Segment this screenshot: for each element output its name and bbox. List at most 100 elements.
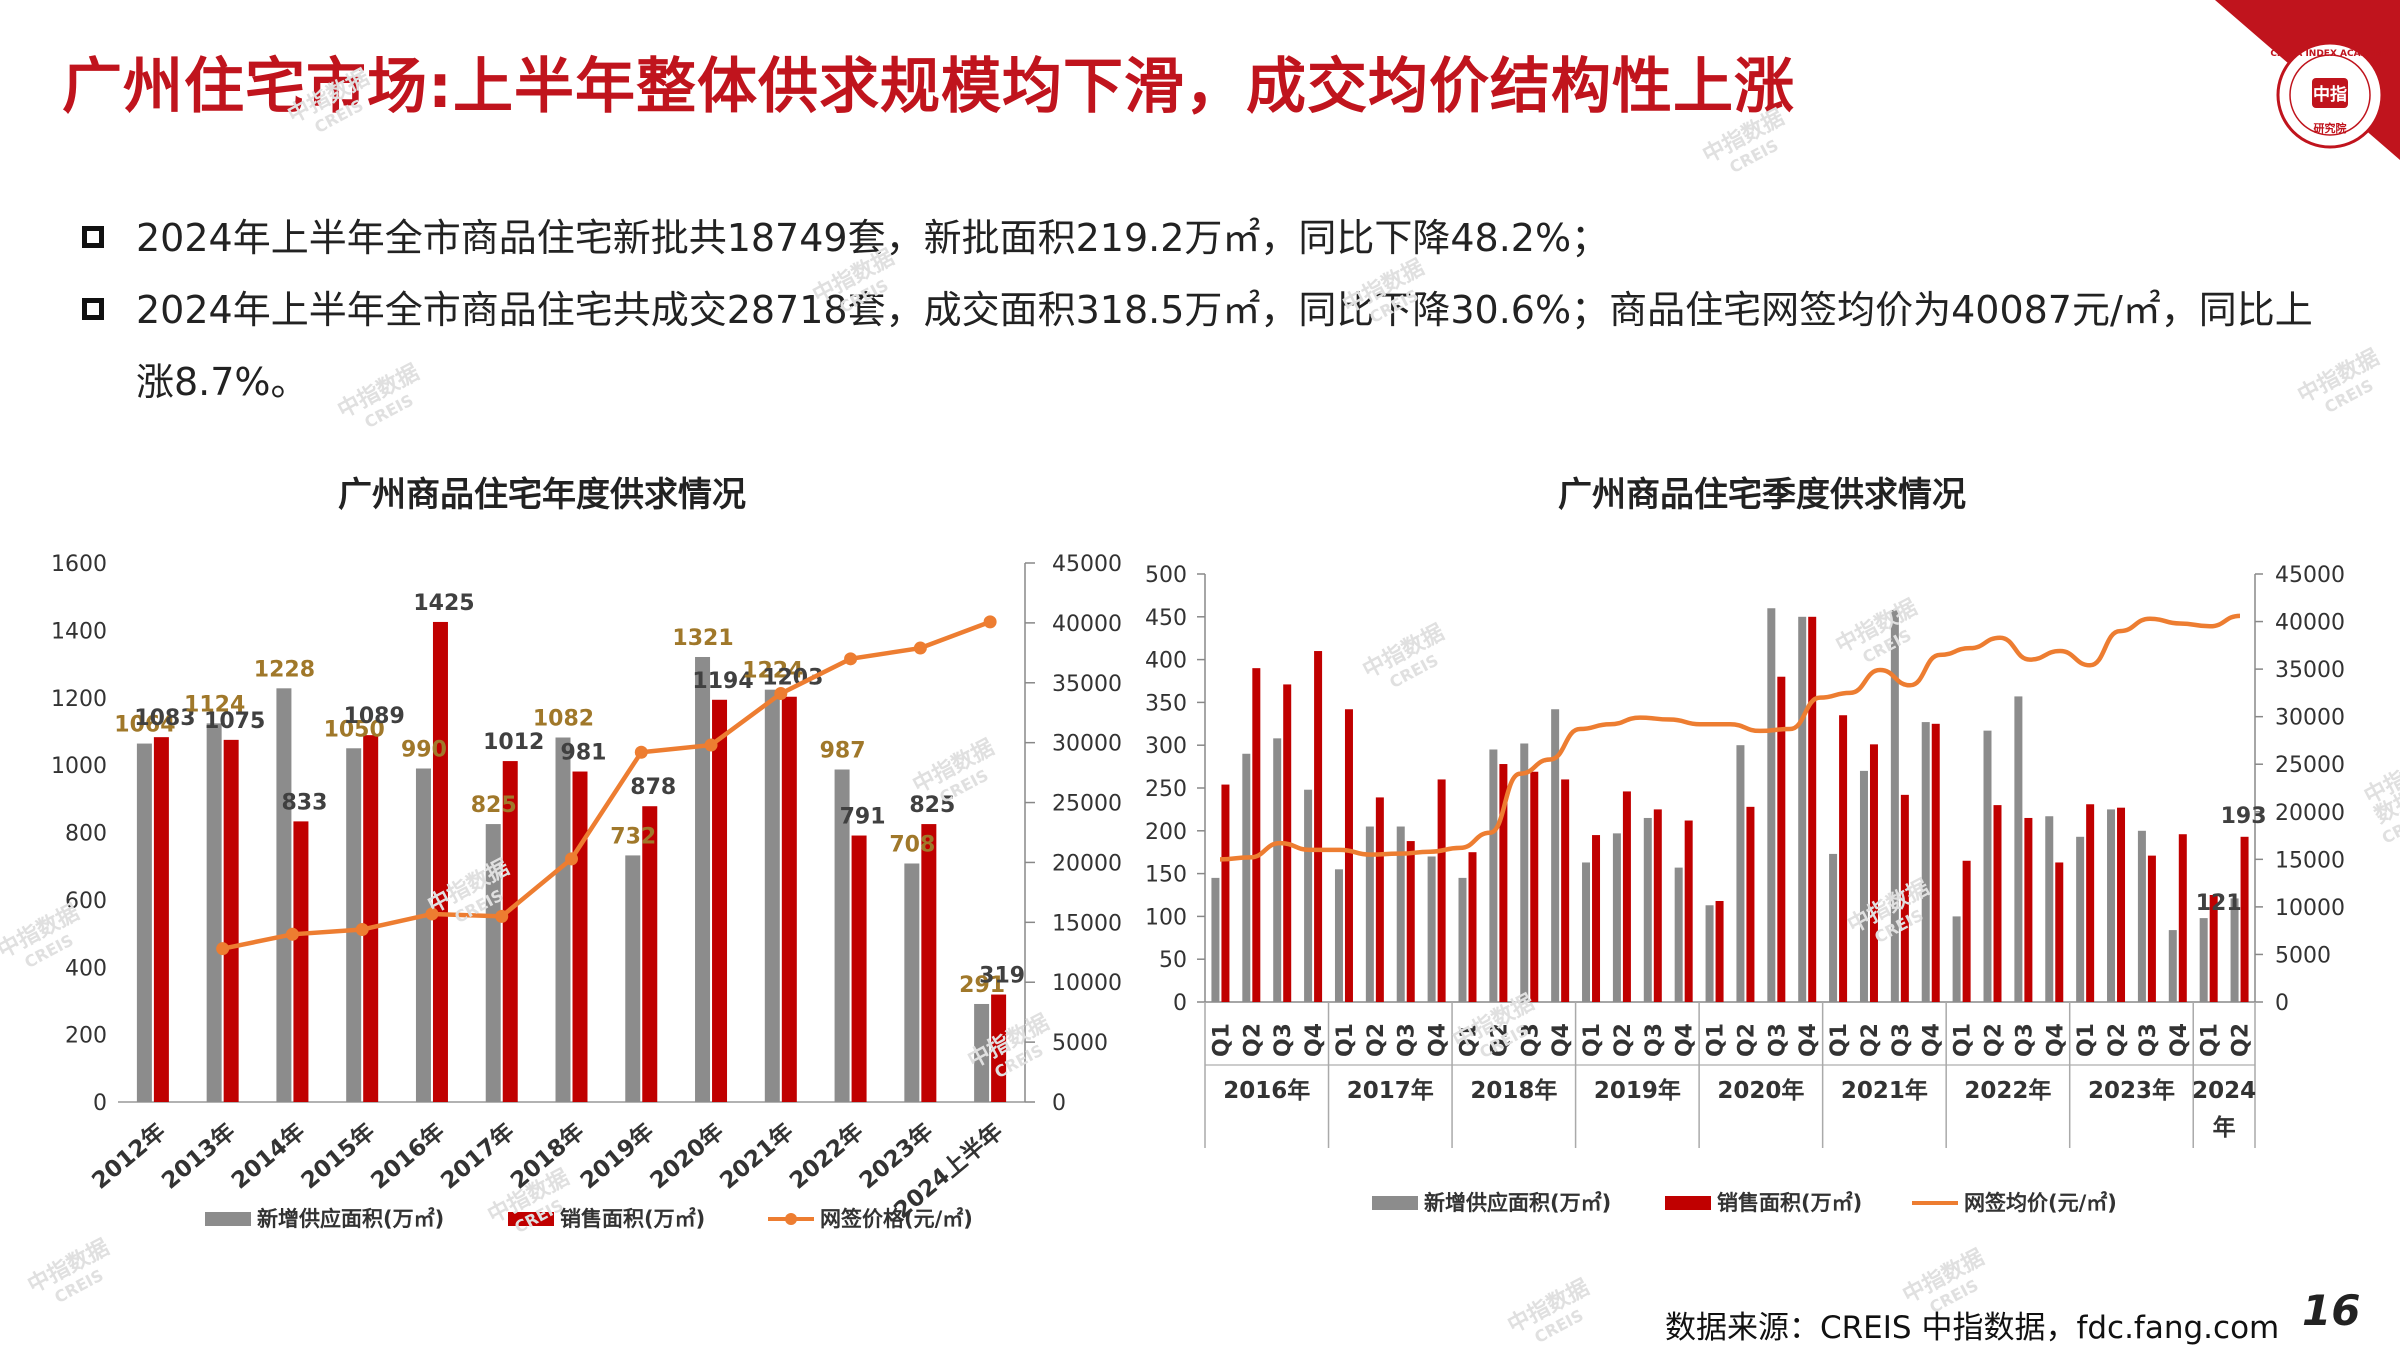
price-point xyxy=(425,907,439,921)
legend-price-marker xyxy=(785,1213,797,1225)
supply-bar xyxy=(625,855,641,1102)
y-tick-label: 800 xyxy=(65,822,107,847)
price-point xyxy=(634,745,648,759)
supply-bar xyxy=(1921,722,1930,1002)
x-tick-label: 2021年 xyxy=(715,1118,799,1195)
quarter-tick-label: Q3 xyxy=(1518,1023,1543,1057)
y-tick-label: 0 xyxy=(1173,991,1187,1016)
supply-bar xyxy=(415,768,431,1102)
y-tick-label: 400 xyxy=(1145,649,1187,674)
supply-bar xyxy=(1520,743,1529,1002)
sales-bar xyxy=(2055,862,2064,1002)
supply-data-label: 987 xyxy=(820,739,866,764)
year-tick-label: 2020年 xyxy=(1717,1077,1804,1104)
y2-tick-label: 15000 xyxy=(2275,848,2345,873)
quarter-tick-label: Q2 xyxy=(1487,1023,1512,1057)
y2-tick-label: 5000 xyxy=(2275,943,2331,968)
supply-bar xyxy=(1890,609,1899,1002)
sales-bar xyxy=(293,821,309,1102)
price-point xyxy=(216,942,230,956)
sales-bar xyxy=(921,824,937,1102)
quarter-tick-label: Q2 xyxy=(1611,1023,1636,1057)
sales-bar xyxy=(1777,676,1786,1002)
y-tick-label: 350 xyxy=(1145,691,1187,716)
y-tick-label: 400 xyxy=(65,956,107,981)
sales-bar xyxy=(1684,820,1693,1002)
bullet-item: 2024年上半年全市商品住宅共成交28718套，成交面积318.5万㎡，同比下降… xyxy=(82,274,2332,418)
brand-logo: 中指 CHINA INDEX ACADEMY 研究院 xyxy=(2215,0,2400,160)
supply-bar xyxy=(1829,853,1838,1002)
year-tick-label: 2022年 xyxy=(1964,1077,2051,1104)
sales-bar xyxy=(1592,835,1601,1002)
supply-data-label: 708 xyxy=(889,832,935,857)
supply-bar xyxy=(2168,930,2177,1002)
sales-bar xyxy=(1468,852,1477,1002)
quarter-tick-label: Q4 xyxy=(1920,1023,1945,1057)
quarter-tick-label: Q4 xyxy=(1549,1023,1574,1057)
sales-bar xyxy=(1499,764,1508,1002)
supply-data-label: 1124 xyxy=(184,692,245,717)
quarter-tick-label: Q3 xyxy=(1271,1023,1296,1057)
y-tick-label: 600 xyxy=(65,889,107,914)
quarter-tick-label: Q3 xyxy=(1395,1023,1420,1057)
quarter-tick-label: Q4 xyxy=(2043,1023,2068,1057)
sales-bar xyxy=(1869,744,1878,1002)
quarter-tick-label: Q1 xyxy=(1580,1023,1605,1057)
y2-tick-label: 5000 xyxy=(1052,1031,1108,1056)
sales-data-label: 878 xyxy=(630,775,676,800)
y2-tick-label: 20000 xyxy=(1052,851,1122,876)
supply-bar xyxy=(1551,709,1560,1002)
quarter-tick-label: Q2 xyxy=(1364,1023,1389,1057)
y-tick-label: 1200 xyxy=(51,687,107,712)
quarter-tick-label: Q3 xyxy=(1889,1023,1914,1057)
quarter-tick-label: Q2 xyxy=(1982,1023,2007,1057)
supply-data-label: 1321 xyxy=(672,626,733,651)
supply-data-label: 1050 xyxy=(324,717,385,742)
logo-center-text: 中指 xyxy=(2313,84,2347,105)
price-point xyxy=(913,641,927,655)
price-point xyxy=(704,738,718,752)
quarter-tick-label: Q1 xyxy=(1704,1023,1729,1057)
sales-data-label: 1012 xyxy=(483,730,544,755)
x-tick-label: 2019年 xyxy=(575,1118,659,1195)
supply-bar xyxy=(1767,608,1776,1002)
year-tick-label: 2018年 xyxy=(1470,1077,1557,1104)
quarter-tick-label: Q1 xyxy=(2198,1023,2223,1057)
sales-bar xyxy=(851,835,867,1102)
sales-bar xyxy=(2086,804,2095,1002)
legend-supply-swatch xyxy=(205,1212,251,1226)
sales-bar xyxy=(1900,794,1909,1002)
y2-tick-label: 40000 xyxy=(1052,612,1122,637)
x-tick-label: 2020年 xyxy=(645,1118,729,1195)
sales-data-label: 981 xyxy=(561,741,607,766)
y2-tick-label: 40000 xyxy=(2275,611,2345,636)
y2-tick-label: 10000 xyxy=(1052,971,1122,996)
year-tick-label: 2023年 xyxy=(2088,1077,2175,1104)
y2-tick-label: 30000 xyxy=(1052,732,1122,757)
sales-bar xyxy=(1839,715,1848,1002)
supply-data-label: 121 xyxy=(2196,891,2242,916)
supply-bar xyxy=(1612,833,1621,1002)
supply-bar xyxy=(206,723,222,1102)
supply-bar xyxy=(2107,809,2116,1002)
supply-bar xyxy=(1983,730,1992,1002)
y2-tick-label: 35000 xyxy=(2275,658,2345,683)
supply-bar xyxy=(1674,867,1683,1002)
y-tick-label: 1000 xyxy=(51,754,107,779)
price-point xyxy=(565,852,578,866)
quarter-tick-label: Q3 xyxy=(1765,1023,1790,1057)
quarter-tick-label: Q1 xyxy=(1827,1023,1852,1057)
sales-bar xyxy=(1746,806,1755,1002)
quarter-tick-label: Q2 xyxy=(2105,1023,2130,1057)
supply-bar xyxy=(695,656,711,1102)
quarter-tick-label: Q4 xyxy=(2167,1023,2192,1057)
price-point xyxy=(983,615,997,629)
supply-bar xyxy=(1489,749,1498,1002)
supply-bar xyxy=(1859,770,1868,1002)
price-point xyxy=(355,923,369,937)
supply-bar xyxy=(1705,905,1714,1002)
y-tick-label: 0 xyxy=(93,1091,107,1116)
x-tick-label: 2013年 xyxy=(156,1118,240,1195)
y-tick-label: 500 xyxy=(1145,563,1187,588)
supply-data-label: 1064 xyxy=(114,713,175,738)
